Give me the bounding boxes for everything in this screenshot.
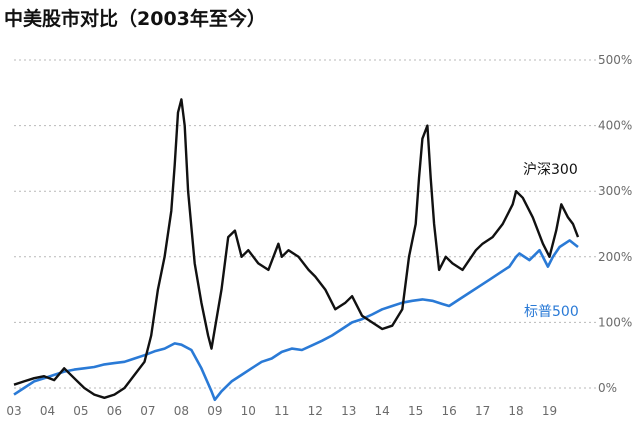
y-tick-label: 300% xyxy=(598,184,632,198)
x-tick-label: 09 xyxy=(207,404,222,418)
x-axis-ticks: 03 04 05 06 07 08 09 10 11 12 13 14 15 16 17 18 19 xyxy=(6,404,557,418)
y-tick-label: 500% xyxy=(598,53,632,67)
x-tick-label: 12 xyxy=(308,404,323,418)
x-tick-label: 13 xyxy=(341,404,356,418)
y-tick-label: 200% xyxy=(598,250,632,264)
x-tick-label: 03 xyxy=(6,404,21,418)
y-tick-label: 400% xyxy=(598,119,632,133)
x-tick-label: 16 xyxy=(441,404,456,418)
x-tick-label: 15 xyxy=(408,404,423,418)
series-lines xyxy=(13,98,580,402)
series-line-1 xyxy=(13,239,579,402)
y-tick-label: 0% xyxy=(598,381,617,395)
series-labels: 沪深300 标普500 xyxy=(523,162,579,320)
y-tick-label: 100% xyxy=(598,315,632,329)
x-tick-label: 14 xyxy=(375,404,390,418)
series-label-1: 标普500 xyxy=(524,304,579,320)
x-tick-label: 11 xyxy=(274,404,289,418)
series-label-0: 沪深300 xyxy=(523,162,578,178)
x-tick-label: 19 xyxy=(542,404,557,418)
chart-title: 中美股市对比（2003年至今） xyxy=(4,8,266,30)
series-line-0 xyxy=(13,98,580,399)
x-tick-label: 06 xyxy=(107,404,122,418)
gridlines xyxy=(14,59,596,389)
x-tick-label: 10 xyxy=(241,404,256,418)
x-tick-label: 07 xyxy=(140,404,155,418)
x-tick-label: 08 xyxy=(174,404,189,418)
x-tick-label: 17 xyxy=(475,404,490,418)
x-tick-label: 05 xyxy=(73,404,88,418)
y-axis-ticks: 0% 100% 200% 300% 400% 500% xyxy=(598,53,632,395)
x-tick-label: 18 xyxy=(508,404,523,418)
x-tick-label: 04 xyxy=(40,404,55,418)
